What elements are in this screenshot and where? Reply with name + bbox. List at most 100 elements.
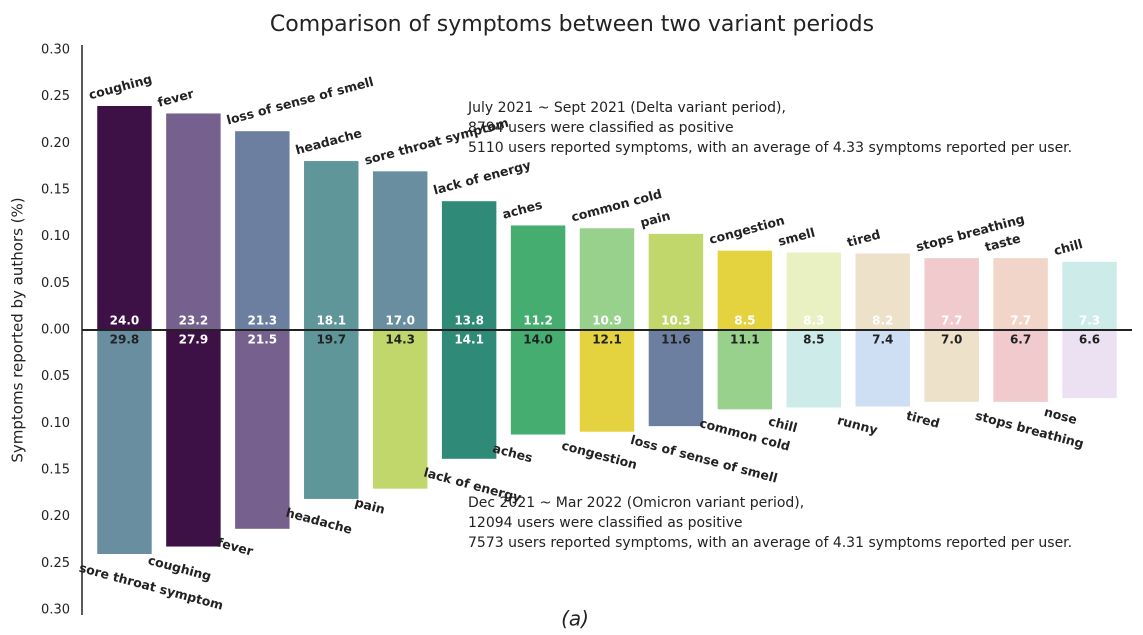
annotation: 5110 users reported symptoms, with an av… [468, 140, 1072, 156]
category-label: headache [294, 125, 364, 157]
category-label: chill [767, 413, 799, 435]
category-label: lack of energy [432, 157, 533, 197]
value-label: 11.6 [661, 333, 691, 347]
bar [304, 161, 359, 330]
value-label: 7.7 [941, 314, 962, 328]
value-label: 21.3 [248, 314, 278, 328]
category-label: congestion [707, 212, 786, 247]
caption: (a) [561, 607, 589, 631]
y-tick-label: 0.30 [41, 603, 70, 618]
y-tick-label: 0.10 [41, 416, 70, 431]
category-label: loss of sense of smell [225, 74, 375, 128]
bar [441, 201, 497, 330]
category-label: coughing [87, 71, 154, 102]
annotation: Dec 2021 ~ Mar 2022 (Omicron variant per… [468, 495, 804, 511]
annotation: 8794 users were classified as positive [468, 120, 734, 136]
value-label: 13.8 [454, 314, 484, 328]
bar [1062, 261, 1117, 330]
value-label: 17.0 [385, 314, 415, 328]
y-tick-label: 0.25 [41, 89, 70, 104]
category-label: runny [836, 412, 880, 437]
y-tick-label: 0.15 [41, 183, 70, 198]
category-label: chill [1052, 236, 1084, 258]
value-label: 18.1 [316, 314, 346, 328]
y-tick-label: 0.30 [41, 43, 70, 58]
bar [235, 330, 290, 529]
bar [510, 330, 566, 435]
y-tick-label: 0.20 [41, 509, 70, 524]
annotation: 7573 users reported symptoms, with an av… [468, 535, 1072, 551]
category-label: nose [1043, 404, 1079, 427]
bar [855, 330, 910, 407]
bar [993, 258, 1048, 330]
bar [97, 106, 152, 330]
category-label: pain [353, 494, 386, 516]
value-label: 7.7 [1010, 314, 1031, 328]
value-label: 19.7 [316, 333, 346, 347]
y-tick-label: 0.10 [41, 229, 70, 244]
value-label: 10.3 [661, 314, 691, 328]
value-label: 8.5 [803, 333, 824, 347]
bar [648, 330, 704, 427]
bar [579, 330, 635, 432]
value-label: 7.3 [1079, 314, 1100, 328]
value-label: 6.6 [1079, 333, 1100, 347]
category-label: fever [215, 535, 255, 559]
y-tick-label: 0.05 [41, 369, 70, 384]
category-label: smell [776, 225, 816, 249]
y-tick-label: 0.20 [41, 136, 70, 151]
bar [441, 330, 497, 459]
value-label: 8.2 [872, 314, 893, 328]
bar [235, 131, 290, 330]
y-axis-label: Symptoms reported by authors (%) [9, 197, 27, 462]
value-label: 11.1 [730, 333, 760, 347]
category-label: tired [845, 226, 882, 249]
category-label: tired [905, 408, 942, 431]
bar [166, 330, 221, 547]
bar [579, 228, 635, 330]
category-label: fever [156, 86, 196, 110]
value-label: 21.5 [248, 333, 278, 347]
category-label: aches [501, 197, 544, 222]
value-label: 29.8 [110, 333, 140, 347]
value-label: 11.2 [523, 314, 553, 328]
value-label: 10.9 [592, 314, 622, 328]
value-label: 12.1 [592, 333, 622, 347]
bar [924, 258, 979, 330]
annotation: July 2021 ~ Sept 2021 (Delta variant per… [467, 100, 786, 116]
bar [372, 330, 428, 489]
value-label: 14.3 [385, 333, 415, 347]
bar [993, 330, 1048, 402]
bar [648, 233, 704, 330]
y-tick-label: 0.25 [41, 556, 70, 571]
category-label: headache [284, 505, 354, 537]
value-label: 7.4 [872, 333, 893, 347]
value-label: 27.9 [179, 333, 209, 347]
category-label: congestion [560, 438, 639, 473]
bar [166, 113, 221, 330]
value-label: 7.0 [941, 333, 962, 347]
category-label: aches [491, 440, 534, 465]
bar [786, 252, 842, 330]
bar [97, 330, 152, 554]
bar [510, 225, 566, 330]
y-tick-label: 0.05 [41, 276, 70, 291]
chart-title: Comparison of symptoms between two varia… [270, 12, 874, 37]
annotation: 12094 users were classified as positive [468, 515, 743, 531]
y-tick-label: 0.00 [41, 323, 70, 338]
y-tick-label: 0.15 [41, 463, 70, 478]
value-label: 24.0 [110, 314, 140, 328]
value-label: 14.1 [454, 333, 484, 347]
bar [717, 330, 773, 410]
value-label: 23.2 [179, 314, 209, 328]
category-label: pain [639, 208, 672, 230]
value-label: 8.3 [803, 314, 824, 328]
bar [786, 330, 842, 408]
bar [924, 330, 979, 402]
bar [717, 250, 773, 330]
bar [855, 253, 910, 330]
value-label: 6.7 [1010, 333, 1031, 347]
value-label: 14.0 [523, 333, 553, 347]
bar [372, 171, 428, 330]
